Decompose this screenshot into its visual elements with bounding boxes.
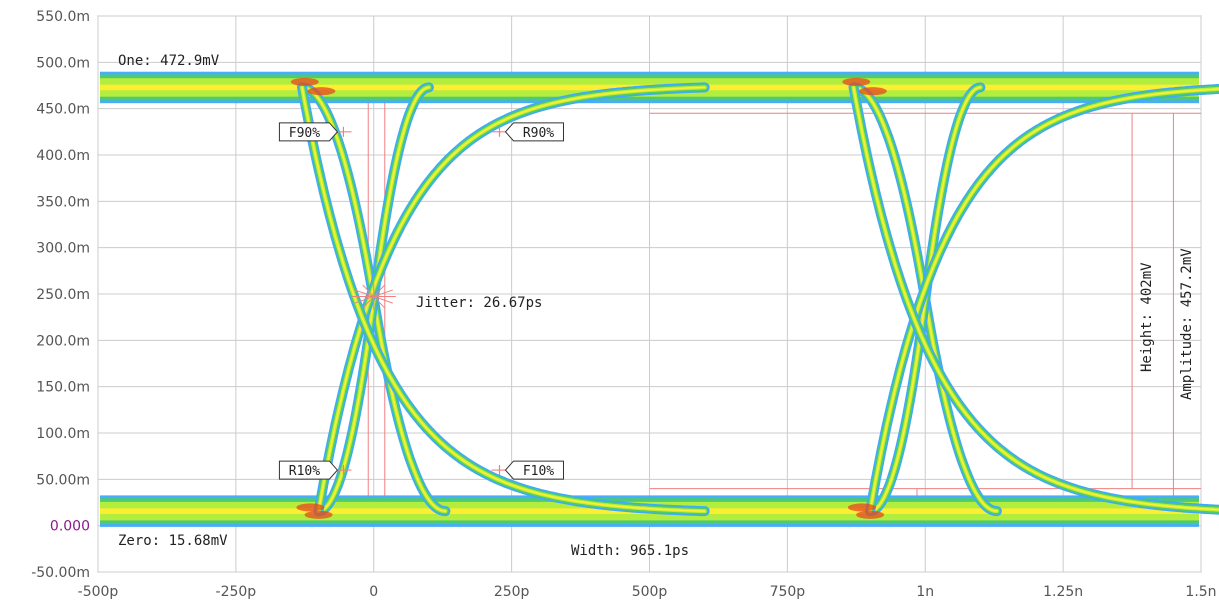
density-hotspot <box>842 77 871 86</box>
density-hotspot <box>290 77 319 86</box>
density-hotspot <box>856 510 885 519</box>
width-label: Width: 965.1ps <box>571 543 689 559</box>
y-tick-label: -50.00m <box>31 565 90 581</box>
density-hotspot <box>858 87 887 96</box>
one-level-label: One: 472.9mV <box>118 53 220 69</box>
x-tick-label: 0 <box>369 584 378 600</box>
y-tick-label: 200.0m <box>36 333 90 349</box>
x-tick-label: 750p <box>770 584 806 600</box>
y-tick-label: 300.0m <box>36 241 90 257</box>
density-hotspot <box>307 87 336 96</box>
jitter-label: Jitter: 26.67ps <box>416 295 542 311</box>
y-tick-label: 0.000 <box>50 519 90 535</box>
y-tick-label: 500.0m <box>36 55 90 71</box>
y-tick-label: 250.0m <box>36 287 90 303</box>
eye-traces <box>100 71 1219 527</box>
marker-label: R10% <box>289 464 320 479</box>
marker-label-box <box>278 122 339 142</box>
x-tick-label: 1.5n <box>1185 584 1216 600</box>
marker-label: R90% <box>523 126 554 141</box>
x-axis-tick-labels: -500p -250p 0 250p 500p 750p 1n 1.25n 1.5n <box>78 584 1217 600</box>
marker-label-box <box>504 460 564 480</box>
density-hotspot <box>296 503 325 512</box>
y-tick-label: 350.0m <box>36 194 90 210</box>
amplitude-label: Amplitude: 457.2mV <box>1179 248 1195 400</box>
marker-label: F10% <box>523 464 554 479</box>
crossing-marker <box>354 289 393 304</box>
y-axis-tick-labels: 550.0m 500.0m 450.0m 400.0m 350.0m 300.0m 250.… <box>31 9 90 581</box>
eye-trace <box>869 88 1219 512</box>
grid-lines <box>97 15 1202 573</box>
x-tick-label: 1.25n <box>1043 584 1083 600</box>
y-tick-label: 100.0m <box>36 426 90 442</box>
eye-trace <box>852 86 1219 511</box>
x-tick-label: 250p <box>494 584 530 600</box>
y-tick-label: 450.0m <box>36 102 90 118</box>
x-tick-label: -250p <box>216 584 257 600</box>
marker-label-box <box>278 460 339 480</box>
density-hotspot <box>304 510 333 519</box>
zero-level-label: Zero: 15.68mV <box>118 533 228 549</box>
y-tick-label: 550.0m <box>36 9 90 25</box>
y-tick-label: 150.0m <box>36 380 90 396</box>
height-label: Height: 402mV <box>1139 262 1155 372</box>
eye-trace <box>317 86 706 512</box>
transition-markers: F90% R90% R10% F10% <box>278 122 564 480</box>
y-tick-label: 50.00m <box>36 472 90 488</box>
density-hotspot <box>847 503 876 512</box>
marker-label-box <box>504 122 564 142</box>
y-tick-label: 400.0m <box>36 148 90 164</box>
x-tick-label: 500p <box>632 584 668 600</box>
x-tick-label: 1n <box>916 584 934 600</box>
marker-label: F90% <box>289 126 320 141</box>
x-tick-label: -500p <box>78 584 119 600</box>
eye-trace <box>301 86 706 512</box>
